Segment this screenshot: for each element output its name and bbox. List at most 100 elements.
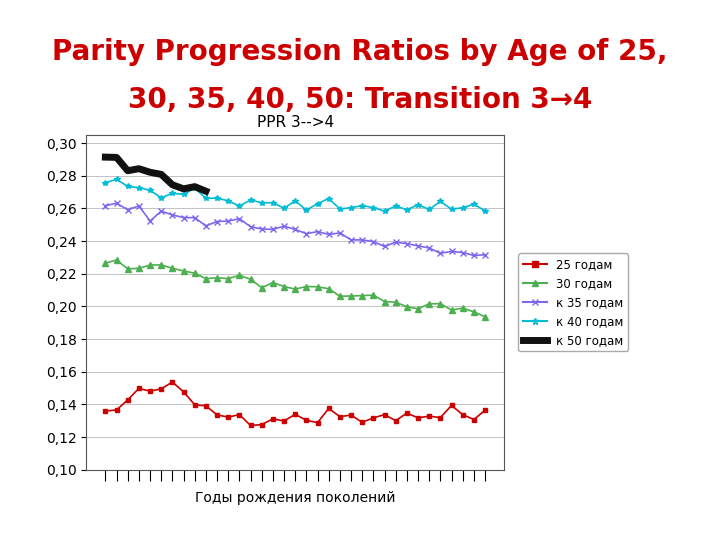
к 40 годам <box>168 190 176 197</box>
к 35 годам <box>425 245 433 251</box>
к 40 годам <box>269 199 277 206</box>
к 50 годам <box>101 154 109 160</box>
к 35 годам <box>414 242 423 249</box>
к 50 годам <box>112 154 121 160</box>
к 40 годам <box>235 203 243 210</box>
к 40 годам <box>123 183 132 190</box>
к 50 годам <box>135 165 143 172</box>
30 годам <box>202 275 210 282</box>
к 35 годам <box>358 237 366 243</box>
25 годам <box>101 408 109 414</box>
к 40 годам <box>257 200 266 206</box>
к 35 годам <box>145 218 154 224</box>
30 годам <box>380 298 389 305</box>
Line: к 35 годам: к 35 годам <box>103 200 487 258</box>
к 40 годам <box>190 185 199 191</box>
к 35 годам <box>313 228 322 235</box>
30 годам <box>358 292 366 299</box>
25 годам <box>145 388 154 394</box>
25 годам <box>168 379 176 386</box>
25 годам <box>235 411 243 418</box>
к 40 годам <box>325 195 333 202</box>
к 50 годам <box>123 167 132 174</box>
25 годам <box>380 411 389 418</box>
к 40 годам <box>380 208 389 214</box>
25 годам <box>157 386 166 392</box>
к 35 годам <box>224 218 233 224</box>
к 40 годам <box>202 195 210 201</box>
к 35 годам <box>269 226 277 233</box>
25 годам <box>202 403 210 409</box>
30 годам <box>447 307 456 313</box>
к 40 годам <box>179 191 188 198</box>
25 годам <box>123 396 132 403</box>
Text: Parity Progression Ratios by Age of 25,: Parity Progression Ratios by Age of 25, <box>53 38 667 66</box>
30 годам <box>257 285 266 291</box>
30 годам <box>224 275 233 282</box>
к 40 годам <box>358 202 366 209</box>
к 35 годам <box>135 202 143 209</box>
Title: PPR 3-->4: PPR 3-->4 <box>256 114 334 130</box>
к 40 годам <box>481 208 490 214</box>
30 годам <box>369 292 378 299</box>
к 40 годам <box>459 205 467 211</box>
к 40 годам <box>212 195 221 201</box>
30 годам <box>212 274 221 281</box>
30 годам <box>414 306 423 312</box>
к 35 годам <box>302 231 311 237</box>
30 годам <box>190 270 199 276</box>
25 годам <box>112 407 121 413</box>
к 40 годам <box>313 200 322 207</box>
к 35 годам <box>469 252 478 259</box>
к 50 годам <box>145 169 154 176</box>
30 годам <box>481 314 490 320</box>
к 40 годам <box>157 194 166 201</box>
Line: к 50 годам: к 50 годам <box>105 157 206 191</box>
25 годам <box>313 420 322 426</box>
30 годам <box>269 279 277 286</box>
25 годам <box>392 417 400 424</box>
25 годам <box>279 418 288 424</box>
25 годам <box>246 422 255 429</box>
30 годам <box>392 299 400 306</box>
25 годам <box>469 416 478 423</box>
25 годам <box>325 405 333 411</box>
30 годам <box>313 284 322 290</box>
к 35 годам <box>246 224 255 230</box>
к 40 годам <box>447 206 456 212</box>
30 годам <box>123 266 132 272</box>
к 50 годам <box>157 171 166 178</box>
к 40 годам <box>145 187 154 193</box>
к 35 годам <box>235 215 243 222</box>
к 35 годам <box>202 222 210 229</box>
к 40 годам <box>347 205 356 211</box>
к 40 годам <box>369 205 378 211</box>
к 35 годам <box>325 231 333 238</box>
к 35 годам <box>392 239 400 245</box>
30 годам <box>135 265 143 272</box>
25 годам <box>358 419 366 426</box>
25 годам <box>436 414 445 421</box>
к 35 годам <box>101 202 109 209</box>
к 35 годам <box>168 212 176 218</box>
к 40 годам <box>279 205 288 212</box>
к 35 годам <box>179 214 188 221</box>
30 годам <box>459 305 467 312</box>
30 годам <box>336 293 344 299</box>
Line: 25 годам: 25 годам <box>103 380 487 428</box>
30 годам <box>235 272 243 279</box>
к 35 годам <box>459 249 467 256</box>
к 40 годам <box>246 197 255 203</box>
к 35 годам <box>380 243 389 249</box>
25 годам <box>425 413 433 420</box>
30 годам <box>347 293 356 299</box>
к 35 годам <box>336 230 344 236</box>
к 35 годам <box>279 223 288 230</box>
к 40 годам <box>291 198 300 204</box>
Legend: 25 годам, 30 годам, к 35 годам, к 40 годам, к 50 годам: 25 годам, 30 годам, к 35 годам, к 40 год… <box>518 253 628 352</box>
к 35 годам <box>481 252 490 258</box>
30 годам <box>436 300 445 307</box>
к 35 годам <box>112 200 121 206</box>
30 годам <box>302 284 311 290</box>
30 годам <box>402 303 411 310</box>
